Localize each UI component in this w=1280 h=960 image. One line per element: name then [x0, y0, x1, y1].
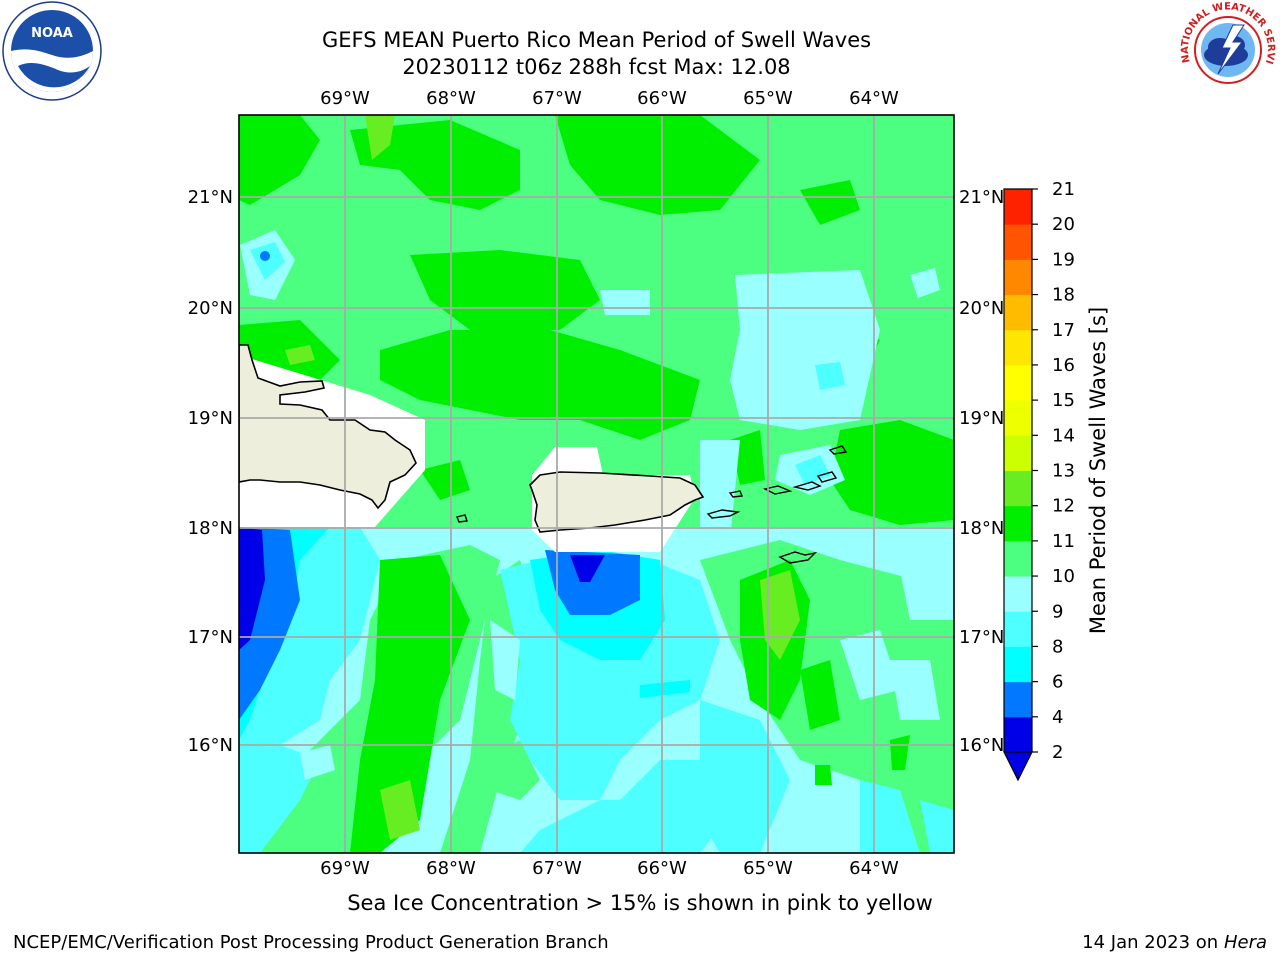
colorbar-segment — [1004, 540, 1032, 577]
colorbar-tick-label: 16 — [1052, 355, 1075, 376]
lon-tick-top: 67°W — [532, 88, 582, 109]
colorbar: 2 4 6 8 9 10 11 12 13 14 15 16 17 18 19 20 21 Mean Period… — [1003, 179, 1110, 782]
colorbar-segment — [1004, 294, 1032, 331]
lat-tick-left: 20°N — [188, 298, 233, 319]
lat-tick-left: 16°N — [188, 735, 233, 756]
colorbar-tick-label: 14 — [1052, 425, 1075, 446]
colorbar-tick-label: 18 — [1052, 285, 1075, 306]
colorbar-label: Mean Period of Swell Waves [s] — [1086, 307, 1110, 634]
colorbar-segment — [1004, 716, 1032, 753]
colorbar-underflow — [1003, 751, 1033, 782]
lat-tick-right: 21°N — [959, 187, 1004, 208]
lat-tick-right: 17°N — [959, 627, 1004, 648]
lon-tick-top: 69°W — [320, 88, 370, 109]
colorbar-tick-label: 10 — [1052, 566, 1075, 587]
lat-tick-right: 20°N — [959, 298, 1004, 319]
colorbar-segment — [1004, 435, 1032, 471]
lon-tick-top: 64°W — [849, 88, 899, 109]
colorbar-segment — [1004, 224, 1032, 260]
colorbar-tick-label: 20 — [1052, 214, 1075, 235]
colorbar-tick-label: 6 — [1052, 672, 1063, 693]
colorbar-segment — [1004, 259, 1032, 296]
colorbar-segment — [1004, 505, 1032, 542]
lon-tick-top: 65°W — [743, 88, 793, 109]
colorbar-tick-label: 15 — [1052, 390, 1075, 411]
hispaniola-land — [239, 344, 417, 510]
map-subtitle: 20230112 t06z 288h fcst Max: 12.08 — [402, 55, 791, 79]
lon-tick-bottom: 67°W — [532, 858, 582, 879]
lon-tick-top: 68°W — [426, 88, 476, 109]
culebra — [728, 490, 743, 498]
colorbar-segment — [1004, 364, 1032, 401]
graticule — [239, 115, 954, 853]
lat-tick-left: 17°N — [188, 627, 233, 648]
map-title: GEFS MEAN Puerto Rico Mean Period of Swe… — [321, 28, 872, 52]
colorbar-segment — [1004, 400, 1032, 436]
st-croix — [778, 551, 818, 564]
noaa-logo: NOAA — [2, 1, 102, 101]
sea-ice-note: Sea Ice Concentration > 15% is shown in … — [347, 891, 933, 915]
map-frame — [238, 114, 955, 854]
lat-tick-left: 19°N — [188, 408, 233, 429]
colorbar-tick-label: 8 — [1052, 636, 1063, 657]
colorbar-tick-label: 17 — [1052, 320, 1075, 341]
colorbar-segment — [1004, 576, 1032, 612]
date-text: 14 Jan 2023 on — [1082, 932, 1224, 953]
colorbar-segment — [1004, 611, 1032, 647]
contour-fill-layer — [239, 115, 954, 853]
vieques — [706, 509, 741, 519]
lon-tick-bottom: 65°W — [743, 858, 793, 879]
colorbar-tick-label: 13 — [1052, 461, 1075, 482]
lon-tick-bottom: 68°W — [426, 858, 476, 879]
colorbar-tick-label: 12 — [1052, 496, 1075, 517]
lat-tick-right: 16°N — [959, 735, 1004, 756]
lat-tick-right: 19°N — [959, 408, 1004, 429]
colorbar-tick-label: 21 — [1052, 179, 1075, 200]
colorbar-segment — [1004, 189, 1032, 225]
machine-name: Hera — [1223, 932, 1267, 953]
lat-tick-left: 18°N — [188, 518, 233, 539]
lon-tick-bottom: 66°W — [637, 858, 687, 879]
lon-tick-top: 66°W — [637, 88, 687, 109]
lat-tick-right: 18°N — [959, 518, 1004, 539]
noaa-logo-text: NOAA — [31, 26, 73, 41]
nws-logo: NATIONAL WEATHER SERVICE — [1178, 0, 1276, 97]
colorbar-segment — [1004, 646, 1032, 683]
puerto-rico-land — [529, 471, 705, 533]
lon-tick-bottom: 64°W — [849, 858, 899, 879]
virgin-islands — [762, 445, 848, 495]
colorbar-tick-label: 19 — [1052, 249, 1075, 270]
lon-tick-bottom: 69°W — [320, 858, 370, 879]
mona-island — [456, 514, 468, 523]
lat-tick-left: 21°N — [188, 187, 233, 208]
colorbar-tick-label: 11 — [1052, 531, 1075, 552]
date-line: 14 Jan 2023 on Hera — [1082, 932, 1267, 953]
colorbar-tick-label: 2 — [1052, 742, 1063, 763]
colorbar-segment — [1004, 470, 1032, 507]
colorbar-tick-label: 9 — [1052, 601, 1063, 622]
credit-line: NCEP/EMC/Verification Post Processing Pr… — [13, 932, 609, 953]
colorbar-segment — [1004, 329, 1032, 366]
colorbar-tick-label: 4 — [1052, 707, 1063, 728]
colorbar-segment — [1004, 681, 1032, 718]
